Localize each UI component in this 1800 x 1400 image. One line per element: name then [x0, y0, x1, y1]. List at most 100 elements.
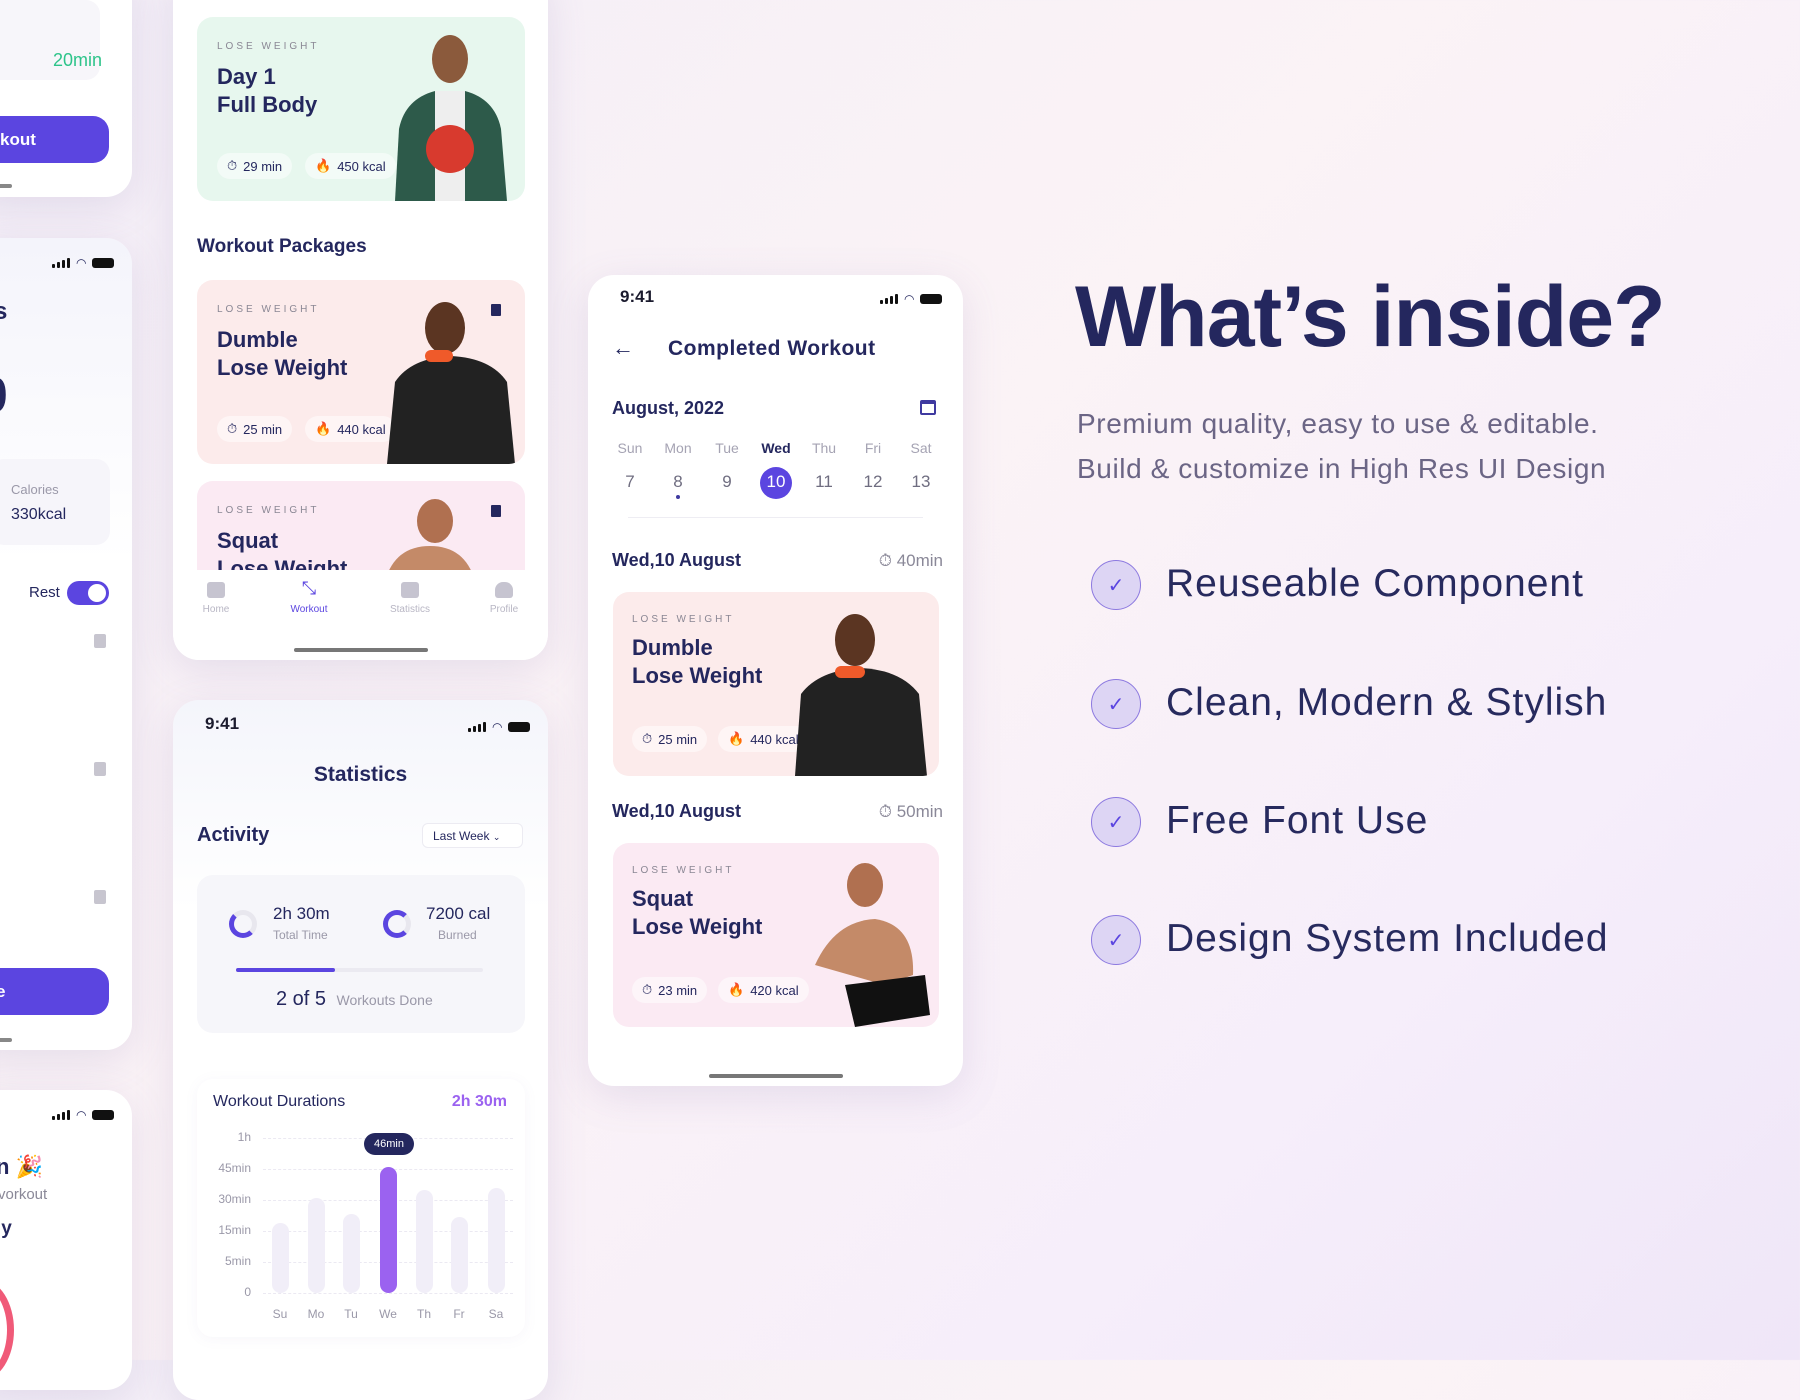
card-title: Day 1 Full Body: [217, 64, 318, 117]
rest-toggle[interactable]: [67, 581, 109, 605]
progress-ring: [0, 1280, 14, 1380]
timer-icon: ⏱: [878, 802, 897, 821]
total-time-value: 2h 30m: [273, 904, 330, 923]
calendar-icon[interactable]: [920, 400, 936, 415]
time-chip: ⏱ 25 min: [217, 416, 293, 442]
home-indicator: [294, 648, 428, 652]
chart-plot: 0 5min 15min 30min 45min 1h Su Mo Tu We 46min Th Fr S…: [197, 1079, 525, 1337]
workouts-progress-bar: [236, 968, 483, 972]
user-icon: [495, 582, 513, 598]
card-title: Squat Lose Weight: [632, 886, 763, 939]
day-number[interactable]: 8: [673, 472, 683, 491]
promo-title: What’s inside?: [1075, 269, 1666, 365]
check-icon: ✓: [1091, 679, 1141, 729]
primary-button[interactable]: e: [0, 968, 109, 1015]
day-number[interactable]: 7: [625, 472, 635, 491]
kcal-chip: 🔥 440 kcal: [305, 416, 396, 442]
session-date: Wed,10 August: [612, 801, 742, 821]
time-chip: ⏱ 23 min: [632, 977, 708, 1003]
session-card[interactable]: LOSE WEIGHT Squat Lose Weight ⏱ 23 min 🔥 420 k…: [613, 843, 939, 1027]
duration-text: 20min: [52, 50, 102, 70]
x-tick-label: Mo: [307, 1307, 325, 1321]
featured-workout-card[interactable]: LOSE WEIGHT Day 1 Full Body ⏱ 29 min 🔥 450 …: [197, 17, 525, 201]
bar-tu[interactable]: [343, 1214, 360, 1293]
completed-workout-phone: 9:41 ◠ ← Completed Workout August, 2022 …: [588, 275, 963, 1086]
dumbbell-icon: ⤡: [301, 578, 317, 598]
bar-th[interactable]: [416, 1189, 433, 1293]
status-time: 9:41: [205, 714, 240, 733]
month-label: August, 2022: [612, 398, 725, 418]
bottom-nav: Home ⤡ Workout Statistics Profile: [173, 570, 548, 660]
nav-profile[interactable]: Profile: [469, 570, 539, 615]
event-dot: [676, 495, 680, 499]
big-value-fragment: 0: [0, 366, 8, 424]
day-number[interactable]: 9: [722, 472, 732, 491]
kcal-chip: 🔥 420 kcal: [718, 977, 809, 1003]
bar-tooltip: 46min: [364, 1132, 414, 1155]
card-label: LOSE WEIGHT: [632, 865, 735, 876]
kcal-chip: 🔥 440 kcal: [718, 726, 809, 752]
x-tick-label: Su: [272, 1307, 288, 1321]
home-indicator: [0, 1038, 12, 1042]
nav-statistics[interactable]: Statistics: [375, 570, 445, 615]
status-icons: ◠: [52, 256, 115, 270]
pause-icon[interactable]: [491, 304, 501, 316]
y-tick-label: 15min: [218, 1223, 251, 1237]
bar-su[interactable]: [272, 1222, 289, 1293]
congrats-subtitle-fragment: vorkout: [0, 1186, 48, 1203]
trash-icon[interactable]: [94, 762, 106, 776]
trash-icon[interactable]: [94, 890, 106, 904]
gridline: [263, 1293, 513, 1294]
range-dropdown[interactable]: Last Week ⌄: [422, 823, 523, 848]
y-tick-label: 30min: [218, 1192, 251, 1206]
bar-mo[interactable]: [308, 1197, 325, 1293]
left-card-3: ◠ n 🎉 vorkout ly: [0, 1090, 132, 1390]
package-card[interactable]: LOSE WEIGHT Dumble Lose Weight ⏱ 25 min 🔥 4…: [197, 280, 525, 464]
x-tick-label: Th: [416, 1307, 431, 1321]
day-number[interactable]: 11: [815, 472, 833, 491]
session-card[interactable]: LOSE WEIGHT Dumble Lose Weight ⏱ 25 min 🔥 440 …: [613, 592, 939, 776]
activity-card: [197, 875, 525, 1033]
day-number[interactable]: 13: [911, 472, 931, 491]
card-title: Dumble Lose Weight: [217, 327, 348, 380]
feature-item: Reuseable Component: [1166, 562, 1584, 605]
pause-icon[interactable]: [491, 505, 501, 517]
timer-icon: ⏱: [642, 982, 653, 997]
kcal-chip: 🔥 450 kcal: [305, 153, 396, 179]
section-title: Workout Packages: [197, 236, 367, 257]
time-chip: ⏱ 25 min: [632, 726, 708, 752]
chart-title: Workout Durations: [213, 1093, 346, 1110]
bar-sa[interactable]: [488, 1187, 505, 1293]
timer-icon: ⏱: [642, 731, 653, 746]
x-tick-label: Tu: [344, 1307, 358, 1321]
signal-icon: [468, 722, 486, 732]
wifi-icon: ◠: [76, 256, 87, 270]
start-workout-button[interactable]: kout: [0, 116, 109, 163]
calories-label: Calories: [11, 482, 59, 497]
card-label: LOSE WEIGHT: [217, 304, 320, 315]
calories-value: 330kcal: [11, 506, 67, 523]
x-tick-label: Fr: [453, 1307, 465, 1321]
nav-home[interactable]: Home: [181, 570, 251, 615]
day-number[interactable]: 10: [766, 472, 786, 491]
page-title: Completed Workout: [668, 337, 876, 360]
left-card-2: ◠ s 0 Calories 330kcal Rest e: [0, 238, 132, 1050]
progress-fill: [236, 968, 335, 972]
back-arrow-icon[interactable]: ←: [612, 335, 634, 360]
home-icon: [207, 582, 225, 598]
athlete-photo: [387, 302, 515, 464]
weekday-label: Tue: [715, 440, 739, 456]
calories-box: [0, 459, 110, 545]
day-number[interactable]: 12: [863, 472, 883, 491]
x-tick-label: Sa: [488, 1307, 504, 1321]
flame-icon: 🔥: [728, 731, 745, 746]
weekday-label: Sun: [617, 440, 643, 456]
nav-workout[interactable]: ⤡ Workout: [290, 578, 328, 615]
bar-fr[interactable]: [451, 1216, 468, 1293]
trash-icon[interactable]: [94, 634, 106, 648]
weekday-label: Fri: [864, 440, 882, 456]
bar-we[interactable]: [380, 1166, 397, 1293]
athlete-photo: [395, 35, 507, 201]
page-title: Statistics: [313, 763, 408, 786]
battery-icon: [92, 258, 115, 268]
